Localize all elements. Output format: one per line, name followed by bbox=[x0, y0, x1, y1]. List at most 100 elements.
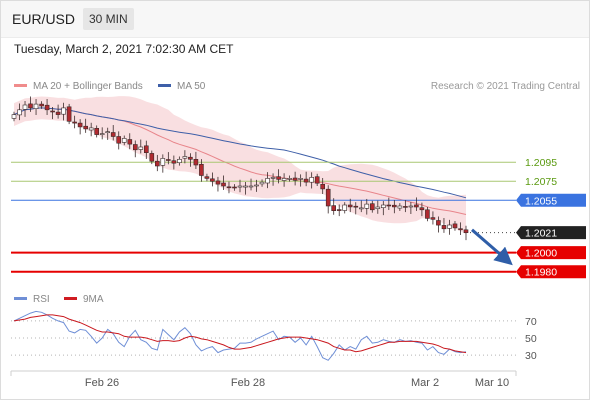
candle-body bbox=[270, 177, 276, 179]
legend-rsi: RSI bbox=[14, 294, 50, 305]
symbol-label: EUR/USD bbox=[12, 11, 76, 27]
candle-body bbox=[155, 160, 160, 167]
timeframe-button[interactable]: 30 MIN bbox=[83, 8, 134, 30]
candle-body bbox=[221, 182, 226, 187]
candle-body bbox=[226, 186, 232, 189]
ma20-legend-label: MA 20 + Bollinger Bands bbox=[33, 81, 143, 92]
rsi-tick-label: 50 bbox=[525, 333, 537, 345]
toolbar: EUR/USD 30 MIN bbox=[1, 1, 589, 38]
candle-body bbox=[44, 104, 50, 111]
candle-body bbox=[88, 127, 94, 131]
x-tick-label: Feb 28 bbox=[231, 377, 265, 389]
candle-body bbox=[171, 160, 177, 164]
candle-body bbox=[72, 121, 77, 124]
level-label: 1.2055 bbox=[525, 195, 557, 207]
candle-body bbox=[127, 139, 133, 145]
candle-body bbox=[83, 125, 88, 130]
candle-body bbox=[287, 178, 292, 180]
datetime-label: Tuesday, March 2, 2021 7:02:30 AM CET bbox=[14, 42, 234, 56]
candle-body bbox=[61, 107, 66, 115]
rsi-tick-label: 70 bbox=[525, 316, 537, 328]
level-label: 1.2021 bbox=[525, 228, 557, 240]
candle-body bbox=[160, 158, 166, 166]
candle-body bbox=[94, 128, 99, 135]
legend-ma50: MA 50 bbox=[158, 81, 205, 92]
rsi-swatch bbox=[14, 296, 27, 300]
candle-body bbox=[303, 178, 309, 183]
candle-body bbox=[403, 206, 408, 208]
rsi-legend-label: RSI bbox=[33, 294, 50, 305]
candle-body bbox=[28, 103, 33, 109]
forecast-arrow bbox=[471, 228, 513, 266]
level-label: 1.1980 bbox=[525, 267, 557, 279]
candle-body bbox=[364, 203, 370, 209]
candle-body bbox=[380, 204, 386, 209]
candle-body bbox=[133, 144, 138, 151]
candle-body bbox=[121, 138, 127, 143]
level-label: 1.2095 bbox=[525, 157, 557, 169]
candle-body bbox=[414, 204, 419, 208]
candle-body bbox=[215, 180, 221, 185]
ma50-swatch bbox=[158, 83, 171, 87]
credit-label: Research © 2021 Trading Central bbox=[430, 81, 580, 92]
candle-body bbox=[39, 103, 44, 107]
x-tick-label: Mar 2 bbox=[411, 377, 439, 389]
bollinger-band bbox=[14, 96, 466, 235]
candle-body bbox=[149, 153, 155, 162]
candle-body bbox=[265, 178, 270, 184]
candle-body bbox=[425, 209, 430, 219]
candle-body bbox=[254, 184, 259, 187]
candle-body bbox=[259, 181, 265, 185]
level-tag bbox=[516, 246, 586, 260]
level-tag bbox=[516, 265, 586, 279]
candle-body bbox=[177, 159, 182, 164]
candle-body bbox=[11, 114, 17, 119]
candle-body bbox=[314, 176, 320, 184]
candle-body bbox=[391, 204, 397, 208]
candle-body bbox=[182, 156, 188, 159]
legend-rsi-ma: 9MA bbox=[64, 294, 104, 305]
rsi-tick-label: 30 bbox=[525, 350, 537, 362]
candle-body bbox=[292, 177, 298, 181]
candle-body bbox=[138, 146, 144, 150]
candle-body bbox=[281, 178, 287, 181]
candle-body bbox=[447, 224, 452, 229]
candle-body bbox=[199, 164, 204, 176]
candle-body bbox=[436, 220, 441, 226]
candle-body bbox=[99, 133, 105, 135]
candle-body bbox=[386, 204, 392, 207]
rsi-ma-line bbox=[13, 314, 467, 354]
candle-body bbox=[22, 104, 28, 110]
candle-body bbox=[248, 185, 254, 188]
candle-body bbox=[232, 186, 237, 189]
level-tag bbox=[516, 226, 586, 240]
candle-body bbox=[369, 203, 375, 211]
candle-body bbox=[237, 185, 243, 188]
candle-body bbox=[325, 188, 331, 207]
candle-body bbox=[298, 178, 303, 180]
candle-body bbox=[210, 178, 215, 182]
candle-body bbox=[397, 205, 403, 209]
candle-body bbox=[336, 209, 342, 211]
rsi-line bbox=[13, 310, 467, 361]
ma50-line bbox=[13, 107, 467, 199]
candle-body bbox=[419, 207, 425, 211]
candle-body bbox=[408, 205, 414, 208]
candle-body bbox=[204, 176, 210, 179]
candle-body bbox=[144, 145, 149, 154]
candle-body bbox=[375, 206, 381, 210]
level-label: 1.2075 bbox=[525, 176, 557, 188]
candle-body bbox=[452, 223, 458, 229]
candle-body bbox=[430, 217, 436, 220]
candle-body bbox=[353, 205, 359, 208]
candle-body bbox=[110, 132, 116, 137]
candle-body bbox=[320, 184, 326, 190]
candle-body bbox=[166, 159, 171, 161]
level-label: 1.2000 bbox=[525, 248, 557, 260]
x-tick-label: Mar 10 bbox=[475, 377, 509, 389]
rsi-ma-legend-label: 9MA bbox=[83, 294, 104, 305]
candle-body bbox=[105, 131, 110, 133]
candle-body bbox=[358, 207, 364, 210]
legend-ma20: MA 20 + Bollinger Bands bbox=[14, 81, 143, 92]
